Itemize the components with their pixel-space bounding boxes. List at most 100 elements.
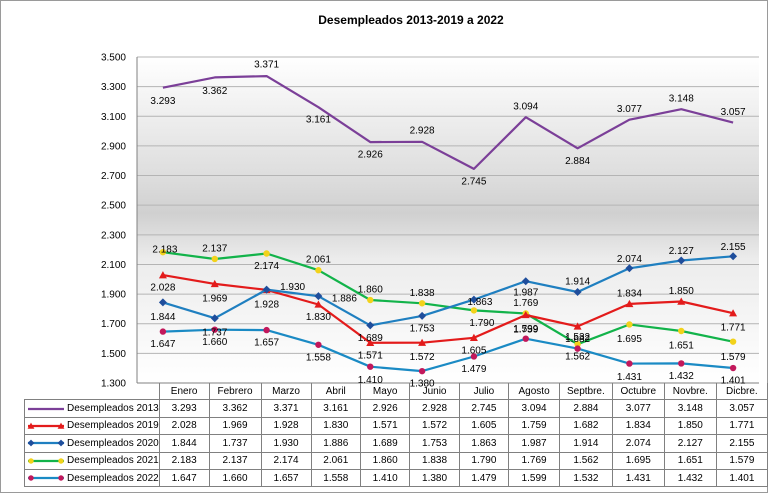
table-cell: 1.572 [409,416,460,436]
data-label: 3.293 [150,96,175,107]
y-tick-label: 1.500 [101,349,126,360]
chart-title: Desempleados 2013-2019 a 2022 [318,13,504,27]
table-cell: 1.886 [310,434,361,453]
data-point [729,338,737,345]
series-desempleados-2020 [158,252,738,330]
data-label: 1.682 [565,334,590,345]
data-point [678,327,685,335]
table-cell: 1.834 [611,416,665,436]
series-line [162,328,734,373]
table-cell: 2.884 [559,399,613,418]
data-point [470,353,478,360]
data-label: 2.137 [202,243,227,254]
data-point [574,340,581,348]
data-point [678,360,685,367]
data-label: 2.074 [617,254,642,265]
table-cell: 1.771 [715,416,768,436]
legend-entry: Desempleados 2020 [24,434,160,453]
data-label: 1.771 [721,323,746,334]
data-label: 1.558 [306,352,331,363]
data-label: 1.401 [721,376,746,387]
data-point [211,255,218,263]
data-label: 1.651 [669,340,694,351]
data-point [366,338,375,347]
data-label: 1.987 [513,288,538,299]
x-tick-label: Julio [458,383,510,401]
data-label: 3.371 [254,60,279,71]
category-row: Enero Febrero Marzo Abril Mayo Junio Julio Agos… [25,383,768,401]
table-cell: 3.293 [158,399,210,418]
table-cell: 1.969 [208,416,262,436]
data-point [626,321,633,328]
data-point [211,326,218,333]
data-point [729,309,738,317]
table-cell: 1.380 [409,468,460,488]
table-cell: 1.401 [715,468,768,488]
y-tick-label: 2.500 [101,201,126,212]
data-point [367,363,374,370]
data-label: 1.930 [280,282,305,293]
table-cell: 1.558 [310,468,361,488]
data-label: 1.572 [410,352,435,363]
data-point [573,288,582,297]
data-point [418,367,426,375]
data-point [315,267,322,274]
data-label: 1.860 [358,285,383,296]
legend-swatch [28,475,64,481]
data-label: 2.061 [306,255,331,266]
data-point [367,296,374,304]
data-label: 1.479 [461,364,486,375]
data-label: 1.579 [721,352,746,363]
legend-swatch-marker [27,439,35,447]
table-cell: 2.074 [611,434,665,453]
table-cell: 2.928 [409,399,460,418]
y-tick-label: 3.300 [101,82,126,93]
table-cell: 2.127 [663,434,717,453]
table-cell: 1.605 [458,416,510,436]
table-cell: 3.148 [663,399,717,418]
table-cell: 1.914 [559,434,613,453]
x-tick-label: Septbre. [559,383,613,401]
legend-label: Desempleados 2019 [67,420,159,432]
data-label: 3.094 [513,102,538,113]
data-point [470,307,478,314]
y-tick-label: 1.300 [101,379,126,390]
data-label: 1.969 [202,293,227,304]
data-label: 1.863 [467,297,492,308]
x-tick-label: Abril [310,383,361,401]
table-row: Desempleados 2019 2.028 1.969 1.928 1.830 1.5… [24,416,768,436]
table-cell: 1.562 [559,451,613,470]
data-label: 2.028 [150,283,175,294]
x-tick-label: Dicbre. [715,383,768,401]
legend-swatch-marker [57,422,65,429]
table-cell: 1.432 [663,468,717,488]
table-cell: 2.028 [158,416,210,436]
data-point [158,271,167,279]
data-point [574,345,581,352]
legend-swatch-marker [28,457,34,464]
legend-entry: Desempleados 2022 [24,468,160,488]
table-cell: 3.371 [260,399,312,418]
data-label: 1.737 [202,328,227,339]
table-cell: 3.161 [310,399,361,418]
table-cell: 2.183 [158,451,210,470]
table-cell: 1.431 [611,468,665,488]
data-point [159,248,167,256]
legend-entry: Desempleados 2019 [24,416,160,436]
legend-swatch-marker [27,422,35,429]
data-label: 1.886 [332,294,357,305]
table-cell: 1.930 [260,434,312,453]
table-cell: 1.599 [508,468,561,488]
y-tick-label: 2.900 [101,141,126,152]
table-cell: 1.657 [260,468,312,488]
data-point [625,299,634,308]
y-tick-label: 2.100 [101,260,126,271]
data-label: 2.174 [254,261,279,272]
legend-label: Desempleados 2021 [67,455,159,467]
data-label: 1.431 [617,372,642,383]
data-label: 1.830 [306,312,331,323]
data-point [521,310,530,319]
data-point [677,256,686,265]
legend-swatch [28,407,64,410]
data-point [625,264,634,273]
